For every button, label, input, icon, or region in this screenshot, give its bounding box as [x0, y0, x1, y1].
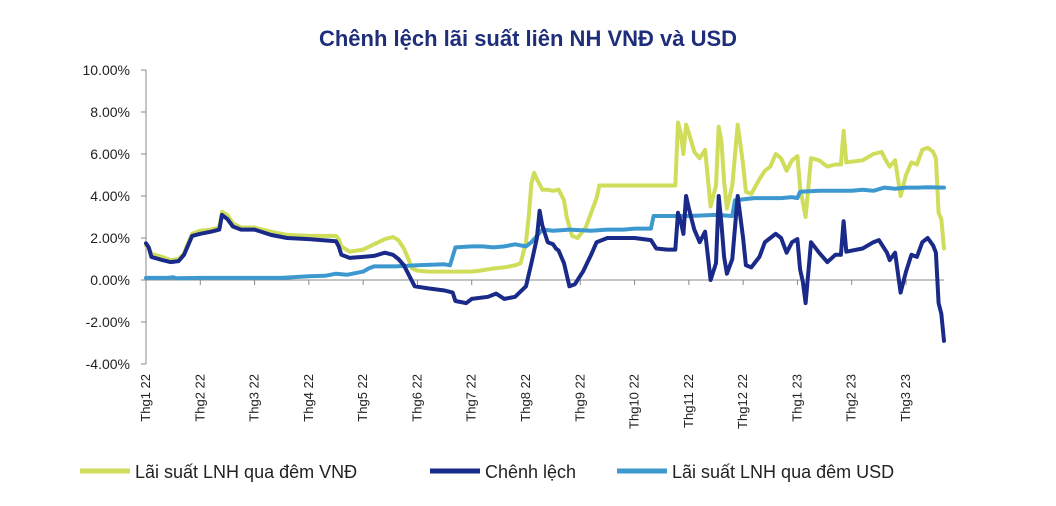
y-tick-label: 10.00%: [83, 62, 130, 78]
x-tick-label: Thg9 22: [572, 374, 587, 422]
x-tick-label: Thg10 22: [627, 374, 642, 429]
legend: Lãi suất LNH qua đêm VNĐ Chênh lệch Lãi su…: [80, 462, 894, 482]
legend-label-1: Chênh lệch: [485, 462, 576, 482]
y-tick-label: 0.00%: [90, 272, 130, 288]
y-tick-label: -2.00%: [86, 314, 130, 330]
x-tick-label: Thg2 23: [844, 374, 859, 422]
x-tick-label: Thg11 22: [681, 374, 696, 428]
y-axis: -4.00% -2.00% 0.00% 2.00% 4.00% 6.00% 8.00% 10.…: [83, 62, 147, 372]
x-tick-label: Thg3 22: [247, 374, 262, 422]
y-tick-label: 4.00%: [90, 188, 130, 204]
legend-label-0: Lãi suất LNH qua đêm VNĐ: [135, 462, 357, 482]
x-tick-label: Thg2 22: [192, 374, 207, 422]
y-tick-label: 8.00%: [90, 104, 130, 120]
x-tick-label: Thg6 22: [409, 374, 424, 422]
x-tick-label: Thg4 22: [301, 374, 316, 422]
series-line-2: [144, 185, 946, 281]
x-tick-label: Thg8 22: [518, 374, 533, 422]
x-tick-label: Thg7 22: [464, 374, 479, 422]
x-axis: Thg1 22 Thg2 22 Thg3 22 Thg4 22 Thg5 22 Thg6 …: [138, 279, 944, 429]
y-tick-label: 2.00%: [90, 230, 130, 246]
x-tick-label: Thg12 22: [735, 374, 750, 429]
y-tick-label: -4.00%: [86, 356, 130, 372]
x-tick-label: Thg3 23: [898, 374, 913, 422]
x-tick-label: Thg1 23: [789, 374, 804, 422]
x-tick-label: Thg5 22: [355, 374, 370, 422]
y-tick-label: 6.00%: [90, 146, 130, 162]
series-layer: [144, 120, 946, 343]
series-line-1: [144, 194, 946, 343]
chart-title: Chênh lệch lãi suất liên NH VNĐ và USD: [319, 26, 737, 51]
x-tick-label: Thg1 22: [138, 374, 153, 422]
series-line-0: [144, 120, 946, 274]
legend-label-2: Lãi suất LNH qua đêm USD: [672, 462, 894, 482]
